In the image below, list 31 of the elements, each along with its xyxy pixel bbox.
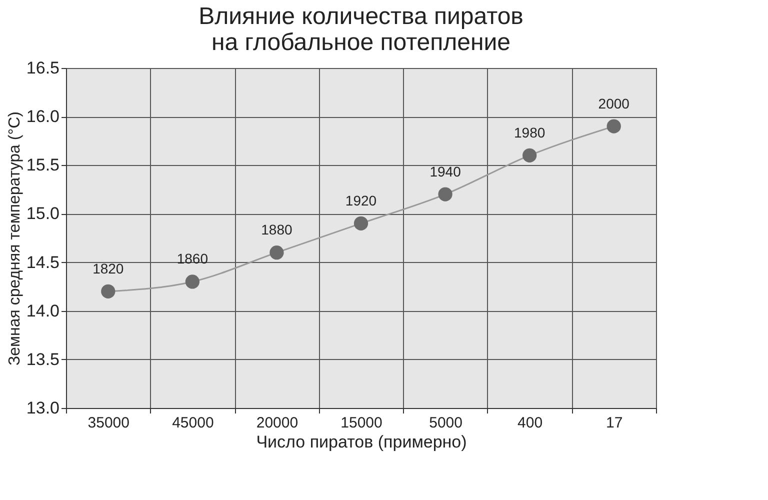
annotation: 1980 [514,124,546,140]
x-tick-label: 20000 [256,414,298,432]
y-tick-label: 16.5 [26,58,60,78]
point [101,284,116,298]
y-tick-label: 13.0 [26,398,60,418]
point [606,119,621,134]
y-tick-label: 14.0 [26,301,60,320]
x-tick-label: 400 [518,414,543,432]
x-tick-label: 35000 [88,414,130,432]
annotation: 1880 [261,222,292,238]
y-axis-title: Земная средняя температура (°C) [6,111,24,366]
annotation: 2000 [598,95,630,112]
point [438,187,452,202]
point [270,246,284,260]
annotation: 1820 [92,260,124,276]
chart-title: Влияние количества пиратов на глобальное потепление [198,3,524,56]
annotation: 1940 [430,163,462,180]
y-tick-label: 16.0 [26,107,60,126]
point [354,216,368,230]
y-tick-label: 15.5 [26,156,60,175]
x-tick-label: 45000 [172,414,214,432]
point [522,148,537,162]
x-axis-title: Число пиратов (примерно) [256,432,467,452]
y-tick-label: 14.5 [26,252,60,272]
y-tick-label: 13.5 [26,350,60,369]
annotation: 1920 [345,192,377,208]
y-tick-label: 15.0 [26,204,60,224]
point [185,274,200,289]
x-tick-label: 5000 [429,414,462,432]
x-tick-label: 15000 [340,414,382,432]
x-tick-label: 17 [606,414,623,432]
